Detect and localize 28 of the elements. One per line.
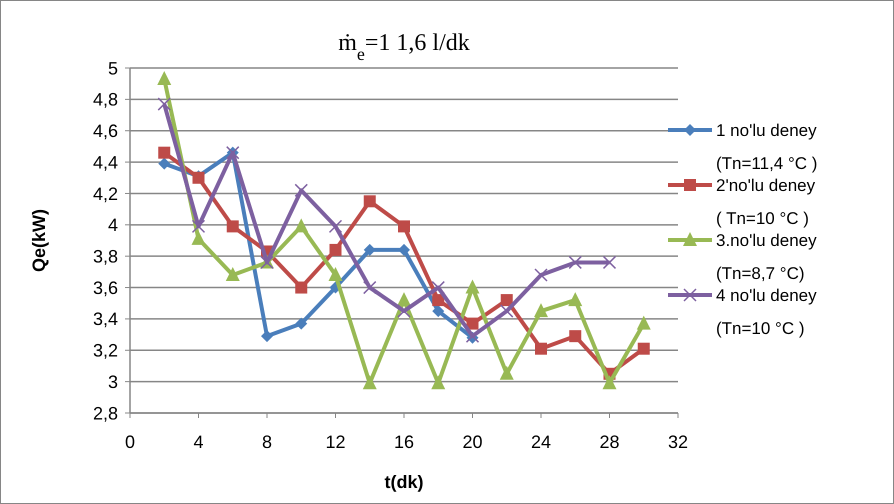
y-tick-label: 5 (108, 58, 118, 78)
y-tick-label: 4 (108, 215, 118, 236)
x-axis-title: t(dk) (384, 472, 424, 492)
y-tick-label: 3,2 (92, 340, 118, 361)
y-tick-label: 2,8 (92, 403, 118, 424)
y-tick-label: 3,8 (92, 246, 118, 266)
y-axis-title: Qe(kW) (29, 208, 49, 272)
legend-label: 3.no'lu deney (Tn=8,7 °C) (716, 230, 818, 283)
y-tick-label: 4,2 (92, 184, 118, 204)
legend-label: 2'no'lu deney ( Tn=10 °C ) (716, 176, 816, 228)
x-tick-label: 28 (599, 432, 620, 452)
x-tick-label: 32 (668, 432, 688, 452)
y-tick-label: 4,6 (92, 121, 118, 142)
y-tick-label: 3 (108, 372, 118, 392)
legend-label: 4 no'lu deney (Tn=10 °C ) (716, 286, 818, 338)
y-tick-label: 3,4 (92, 309, 118, 330)
x-tick-label: 0 (124, 432, 136, 452)
x-tick-label: 20 (462, 432, 483, 452)
x-tick-label: 8 (262, 432, 272, 452)
y-tick-label: 4,4 (92, 152, 118, 172)
legend-label: 1 no'lu deney (Tn=11,4 °C ) (716, 120, 818, 173)
x-tick-label: 16 (394, 432, 414, 452)
y-tick-label: 4,8 (92, 90, 118, 110)
x-tick-label: 4 (193, 432, 204, 452)
x-tick-label: 12 (325, 432, 346, 452)
chart-title: ṁ$_{e}$=1 1,6 l/dk (338, 30, 470, 64)
x-tick-label: 24 (530, 432, 552, 452)
y-tick-label: 3,6 (92, 278, 118, 298)
